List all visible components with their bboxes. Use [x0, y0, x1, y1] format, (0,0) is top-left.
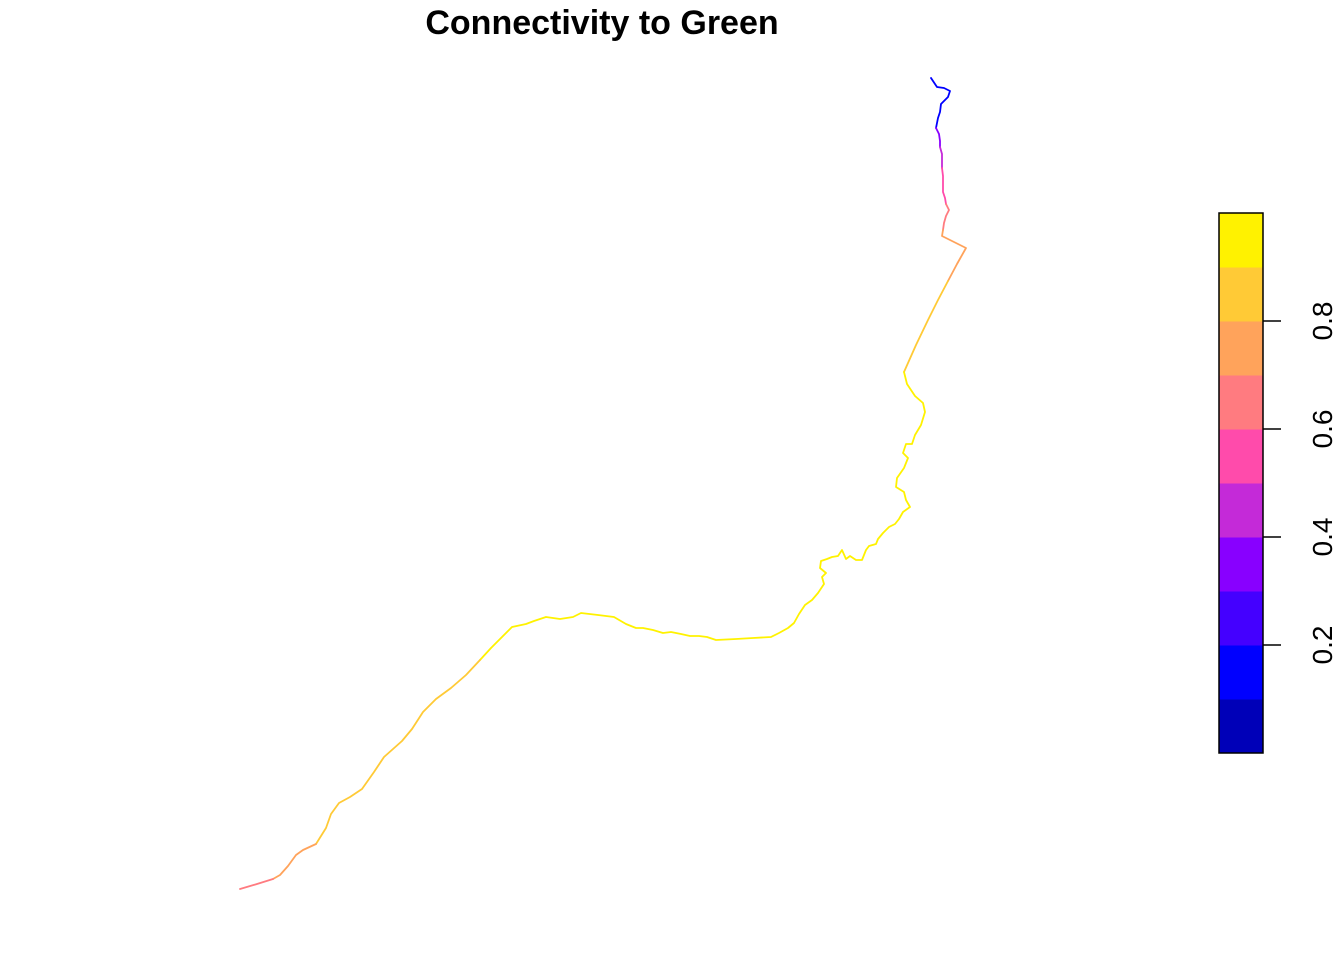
colorbar-bin [1219, 267, 1263, 322]
colorbar-frame [1218, 212, 1264, 754]
colorbar-tick-label: 0.6 [1307, 410, 1338, 449]
colorbar-bin [1219, 429, 1263, 484]
route-segment [941, 229, 967, 282]
colorbar-legend: 0.2 0.4 0.6 0.8 [1218, 212, 1338, 754]
route-segment [930, 77, 951, 129]
colorbar-bin [1219, 213, 1263, 268]
chart-title: Connectivity to Green [425, 4, 779, 42]
route-segment [239, 878, 274, 890]
route-segment [941, 167, 947, 205]
colorbar-tick-label: 0.8 [1307, 302, 1338, 341]
colorbar-bin [1219, 591, 1263, 646]
route-line [239, 77, 967, 890]
colorbar-bin [1219, 321, 1263, 376]
route-segment [272, 843, 317, 880]
colorbar-bin [1219, 699, 1263, 754]
route-segment [903, 280, 949, 373]
colorbar-bin [1219, 537, 1263, 592]
route-segment [315, 659, 481, 845]
colorbar-tick-label: 0.4 [1307, 518, 1338, 557]
route-segment [935, 127, 941, 148]
route-segment [942, 203, 950, 231]
route-segment [939, 146, 943, 169]
route-segment [479, 371, 926, 661]
colorbar-tick-label: 0.2 [1307, 626, 1338, 665]
colorbar-bin [1219, 375, 1263, 430]
colorbar-bin [1219, 645, 1263, 700]
colorbar-bin [1219, 483, 1263, 538]
